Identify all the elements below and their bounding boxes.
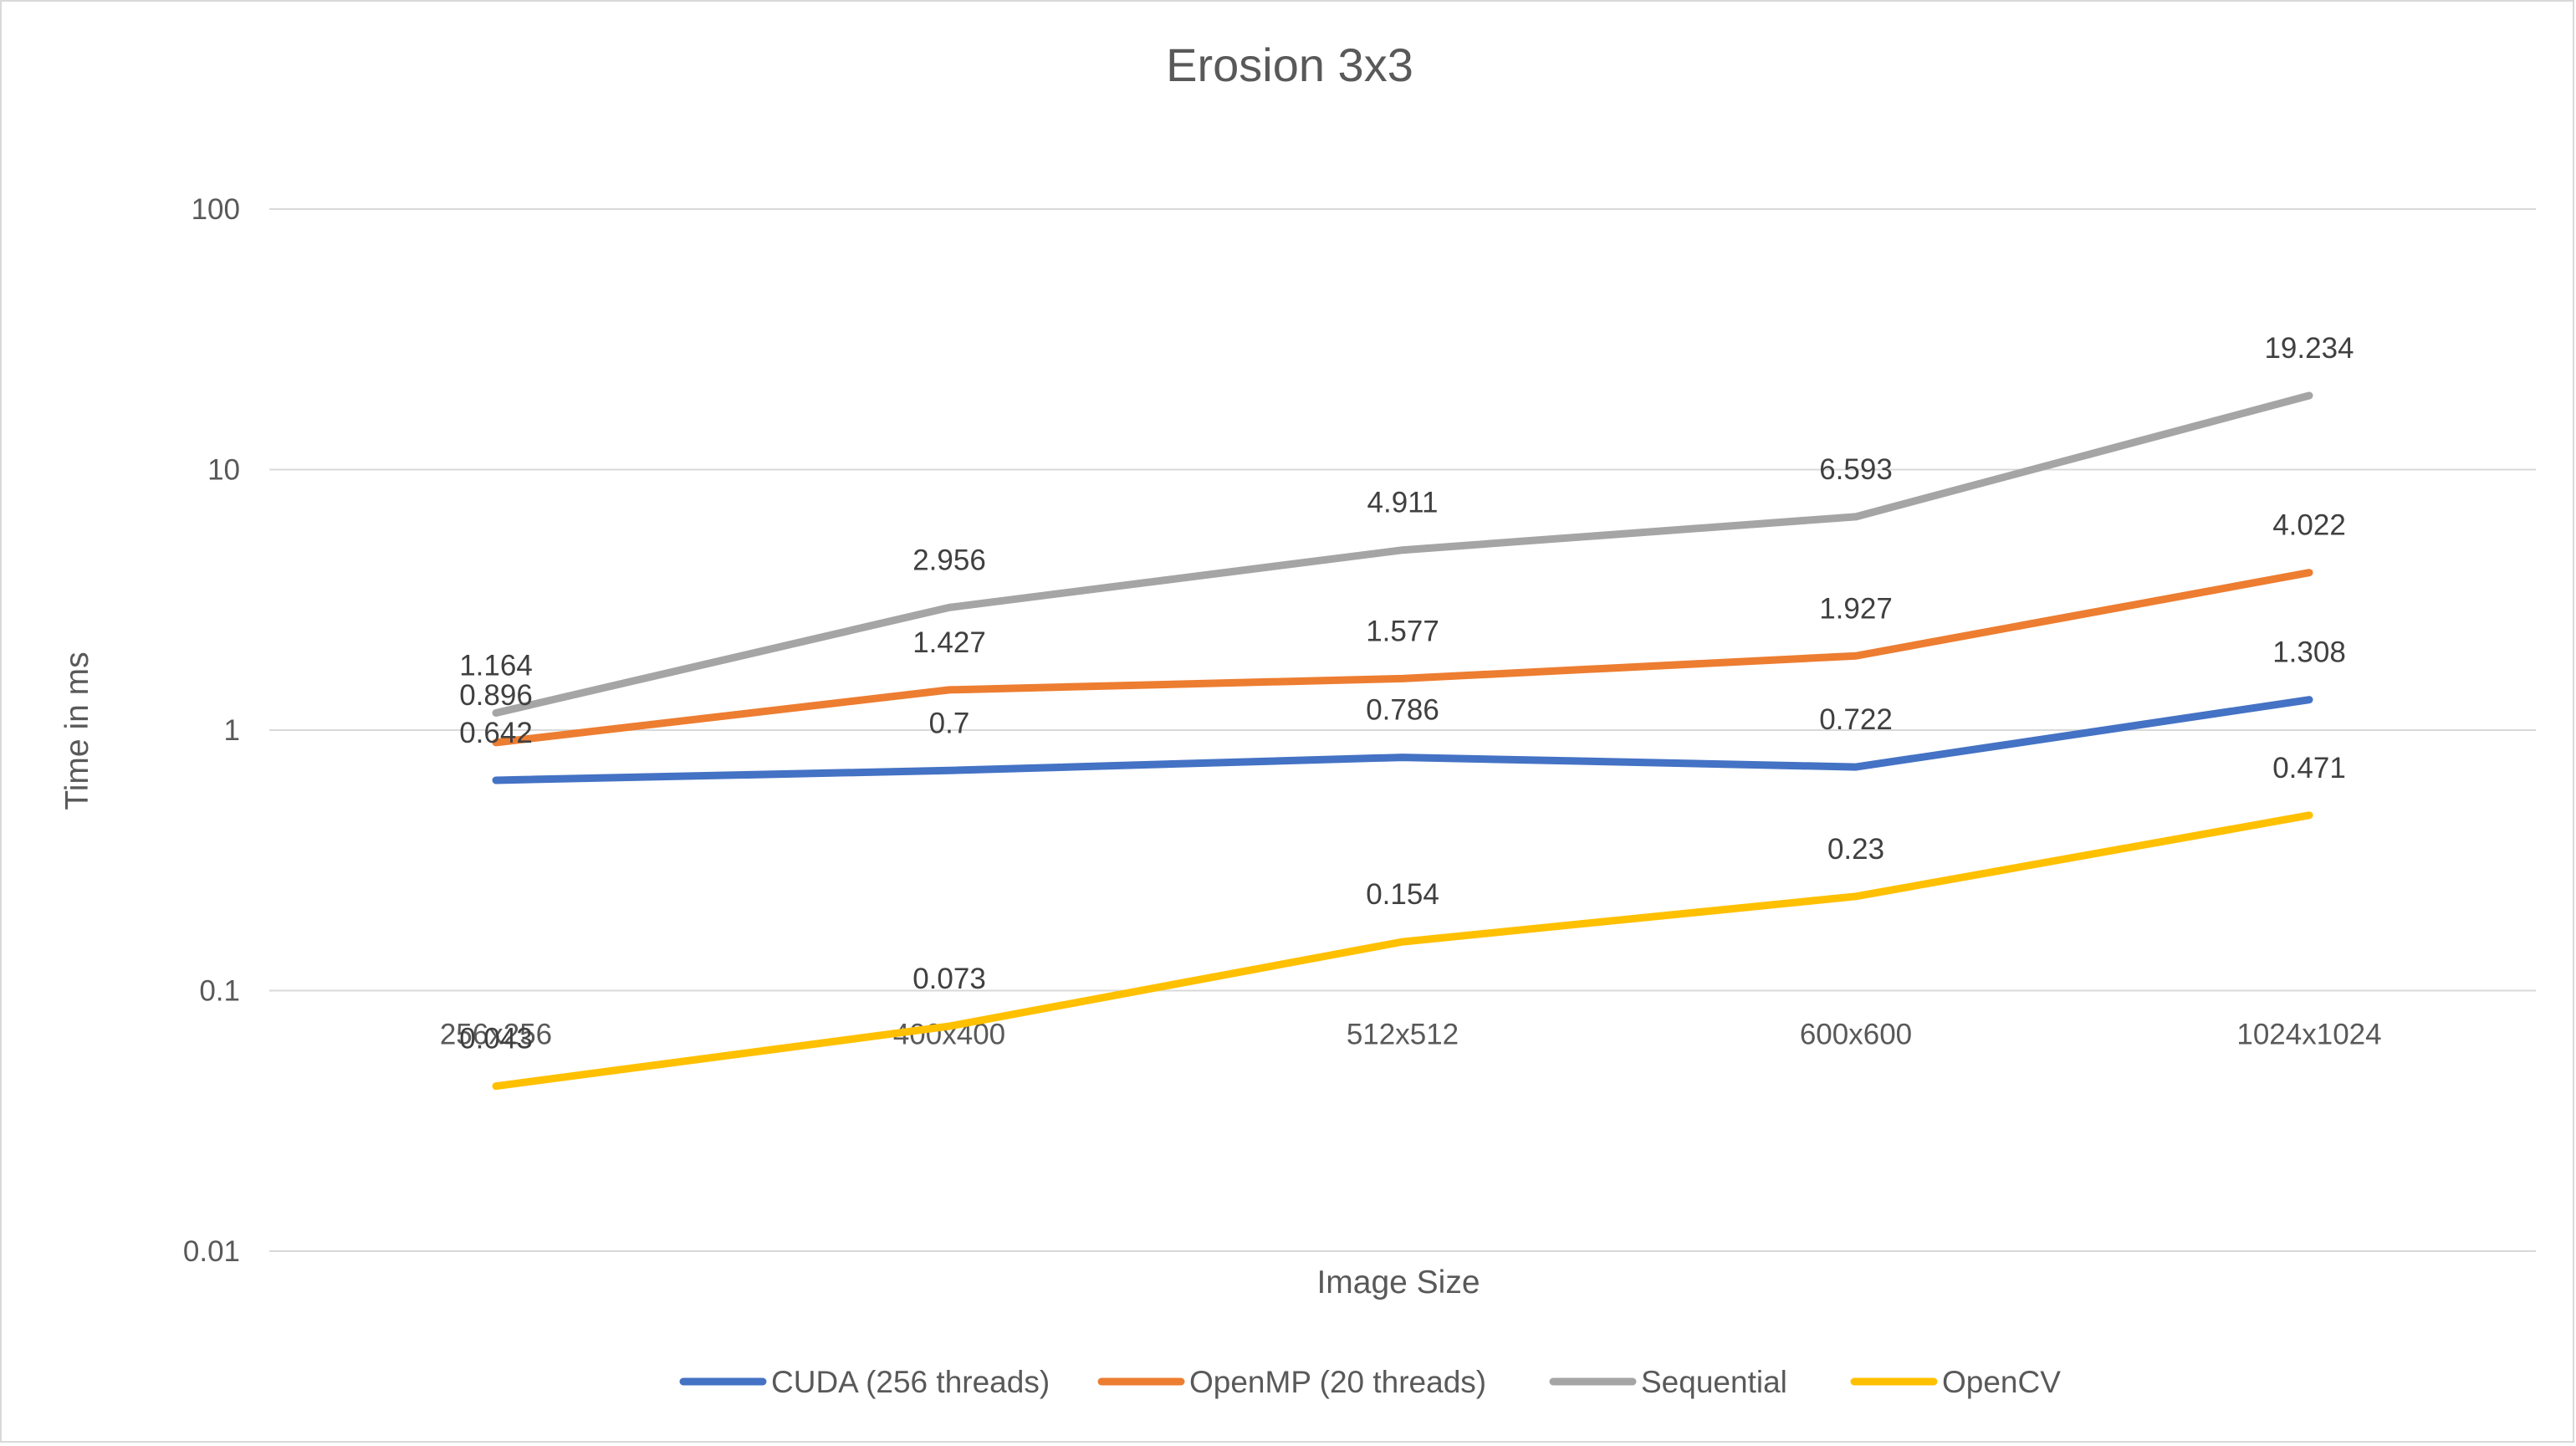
data-label: 0.7 xyxy=(929,707,970,739)
x-tick-label: 1024x1024 xyxy=(2236,1019,2381,1051)
data-label: 1.308 xyxy=(2272,636,2346,669)
data-label: 1.927 xyxy=(1819,592,1893,625)
data-label: 2.956 xyxy=(912,544,986,576)
legend-label: OpenMP (20 threads) xyxy=(1189,1365,1486,1399)
y-tick-label: 100 xyxy=(192,193,240,226)
gridlines xyxy=(269,208,2536,1252)
data-label: 1.427 xyxy=(912,626,986,659)
data-label: 1.577 xyxy=(1366,615,1439,647)
legend-label: CUDA (256 threads) xyxy=(771,1365,1050,1399)
legend-label: Sequential xyxy=(1641,1365,1787,1399)
data-label: 0.642 xyxy=(459,717,533,749)
data-label: 0.786 xyxy=(1366,694,1439,727)
data-labels: 0.642 0.7 0.786 0.722 1.308 0.896 1.427 1.577 1.… xyxy=(459,332,2354,1055)
y-tick-label: 0.01 xyxy=(183,1235,240,1268)
x-tick-label: 600x600 xyxy=(1800,1019,1912,1051)
y-axis-title: Time in ms xyxy=(59,651,95,810)
data-label: 0.896 xyxy=(459,679,533,712)
series-line-openmp-20-threads xyxy=(492,569,2313,747)
series-lines xyxy=(492,391,2313,1091)
y-tick-label: 0.1 xyxy=(199,975,240,1008)
y-tick-label: 10 xyxy=(207,454,240,487)
legend: CUDA (256 threads) OpenMP (20 threads) Seq… xyxy=(679,1365,2061,1399)
data-label: 0.23 xyxy=(1827,833,1884,866)
x-tick-label: 512x512 xyxy=(1347,1019,1459,1051)
data-label: 1.164 xyxy=(459,649,533,682)
data-label: 0.471 xyxy=(2272,752,2346,784)
series-line-sequential xyxy=(492,391,2313,717)
data-label: 0.073 xyxy=(912,963,986,995)
data-label: 0.043 xyxy=(459,1023,533,1055)
y-axis-ticks: 100 10 1 0.1 0.01 xyxy=(183,193,240,1268)
series-line-cuda-256-threads xyxy=(492,696,2313,784)
x-axis-title: Image Size xyxy=(1316,1265,1480,1300)
legend-label: OpenCV xyxy=(1942,1365,2061,1399)
x-axis-ticks: 256x256 400x400 512x512 600x600 1024x1024 xyxy=(440,1019,2382,1051)
data-label: 4.911 xyxy=(1367,487,1439,519)
series-line-opencv xyxy=(492,811,2313,1091)
data-label: 0.154 xyxy=(1366,878,1439,911)
data-label: 4.022 xyxy=(2272,509,2346,542)
data-label: 0.722 xyxy=(1819,703,1893,736)
chart-title: Erosion 3x3 xyxy=(1166,38,1413,91)
data-label: 6.593 xyxy=(1819,453,1893,486)
y-tick-label: 1 xyxy=(224,714,240,747)
x-tick-label: 256x256 xyxy=(440,1019,552,1051)
data-label: 19.234 xyxy=(2264,332,2354,365)
